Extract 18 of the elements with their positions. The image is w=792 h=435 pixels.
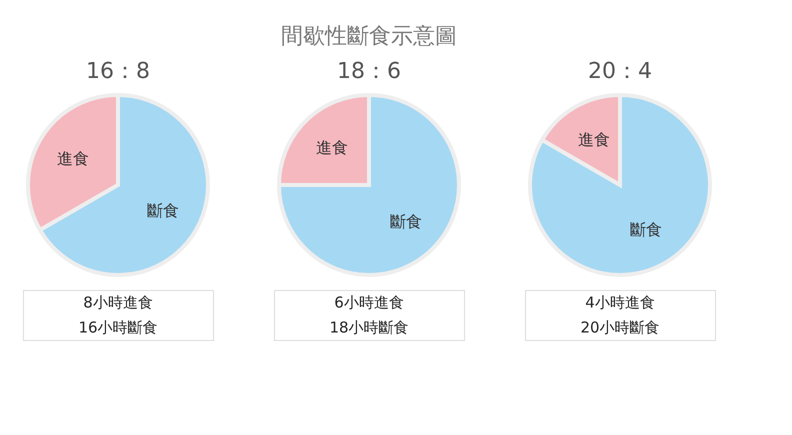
- slice-label: 斷食: [147, 201, 180, 220]
- slice-label: 進食: [56, 148, 89, 168]
- slice-label: 斷食: [390, 212, 422, 231]
- text: 20小時斷食: [580, 318, 660, 336]
- pie-slice: [277, 93, 461, 277]
- slice-label: 進食: [578, 130, 610, 149]
- pie-slice: [528, 93, 712, 277]
- chart-title: 18：6: [337, 59, 401, 84]
- text: 8小時進食: [83, 294, 153, 312]
- chart-title: 16：8: [86, 59, 150, 84]
- text: 16小時斷食: [78, 318, 158, 336]
- slice-label: 進食: [316, 138, 348, 158]
- chart-title: 20：4: [588, 59, 652, 84]
- text: 18小時斷食: [329, 318, 409, 336]
- text: 6小時進食: [334, 294, 404, 312]
- slice-label: 斷食: [630, 220, 662, 240]
- text: 間歇性斷食示意圖: [281, 24, 457, 49]
- text: 4小時進食: [585, 294, 655, 312]
